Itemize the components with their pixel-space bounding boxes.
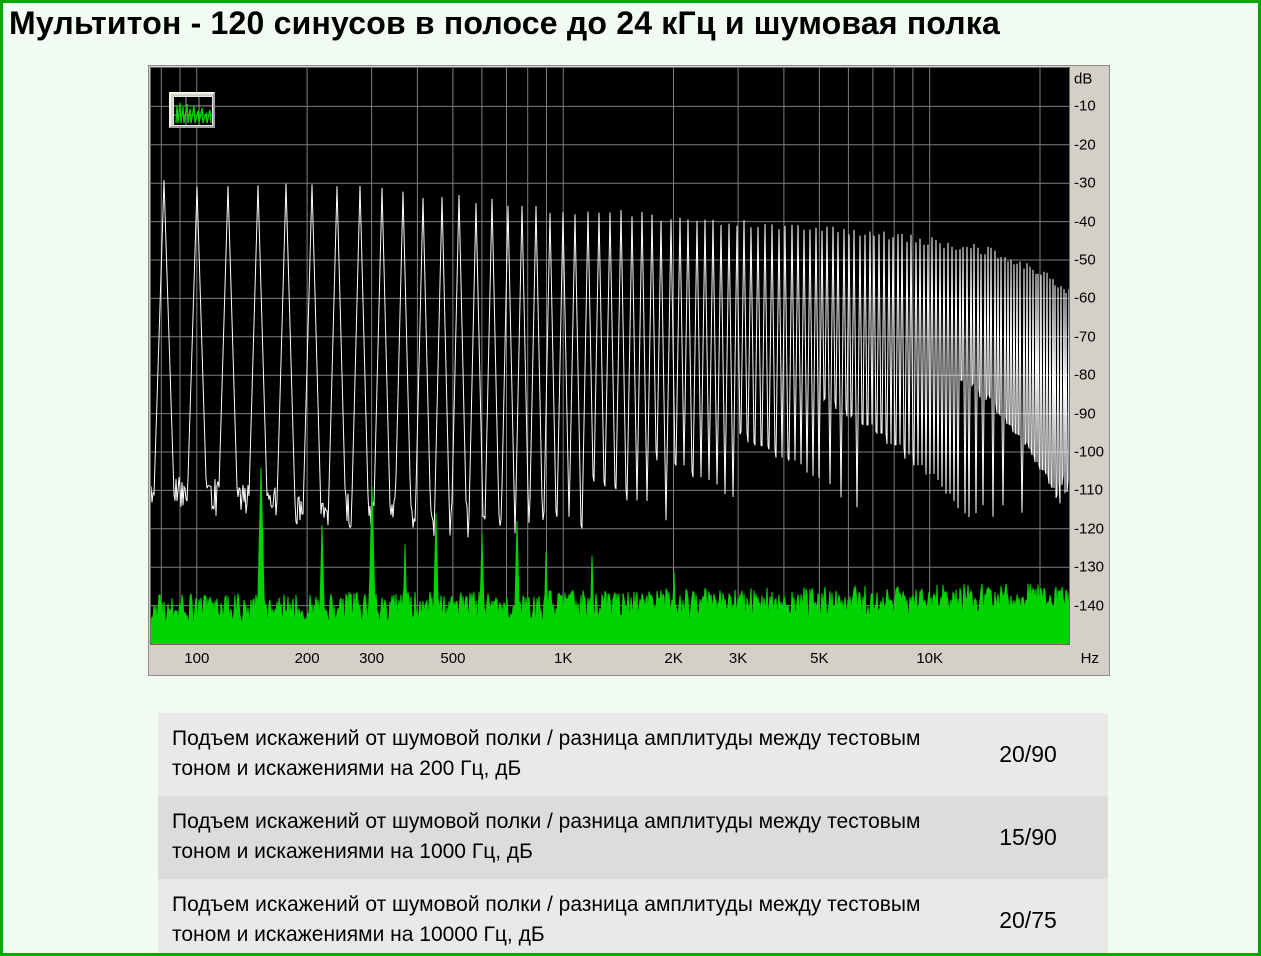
x-axis-label: 5K [810,650,829,667]
y-axis-label: -70 [1074,328,1096,346]
y-axis-label: -120 [1074,520,1105,538]
row-label: Подъем искажений от шумовой полки / разн… [172,809,921,864]
x-axis: 100 200 300 500 1K 2K 3K 5K 10K Hz [149,646,1107,673]
table-row: Подъем искажений от шумовой полки / разн… [158,713,1108,796]
measurements-table: Подъем искажений от шумовой полки / разн… [158,713,1108,953]
y-axis: dB -10 -20 -30 -40 -50 -60 -70 -80 -90 -100 -110 -12… [1071,66,1107,646]
y-axis-label: -130 [1074,558,1105,576]
y-axis-label: -80 [1074,366,1096,384]
y-axis-label: -90 [1074,405,1096,423]
x-axis-label: 3K [728,650,748,667]
y-axis-label: -50 [1074,251,1096,269]
mini-spectrum-icon [173,96,213,126]
table-row: Подъем искажений от шумовой полки / разн… [158,878,1108,953]
y-axis-label: -10 [1074,97,1096,115]
y-axis-label: -140 [1074,597,1105,615]
row-value: 15/90 [999,823,1057,850]
x-axis-label: 10K [916,650,944,667]
x-axis-label: 500 [440,650,466,667]
x-axis-label: 1K [554,650,573,667]
spectrum-chart-frame: dB -10 -20 -30 -40 -50 -60 -70 -80 -90 -100 -110 -12… [148,65,1110,676]
page-title: Мультитон - 120 синусов в полосе до 24 к… [9,5,1001,41]
x-axis-label: 300 [359,650,385,667]
row-label: Подъем искажений от шумовой полки / разн… [172,892,921,947]
y-axis-label: -30 [1074,174,1096,192]
y-axis-label: -40 [1074,213,1096,231]
plot-area [150,67,1070,645]
spectrum-thumbnail-button[interactable] [169,92,215,128]
x-axis-label: 2K [664,650,683,667]
x-axis-label: 100 [184,650,210,667]
row-value: 20/90 [999,740,1057,767]
x-axis-unit-label: Hz [1080,650,1099,667]
y-axis-label: -60 [1074,289,1096,307]
row-label: Подъем искажений от шумовой полки / разн… [172,727,921,781]
x-axis-label: 200 [294,650,320,667]
table-row: Подъем искажений от шумовой полки / разн… [158,795,1108,879]
y-axis-label: -100 [1074,443,1105,461]
spectrum-plot [151,68,1069,644]
y-axis-label: -20 [1074,136,1096,154]
y-axis-unit-label: dB [1074,70,1093,88]
row-value: 20/75 [999,906,1057,933]
y-axis-label: -110 [1074,481,1103,499]
